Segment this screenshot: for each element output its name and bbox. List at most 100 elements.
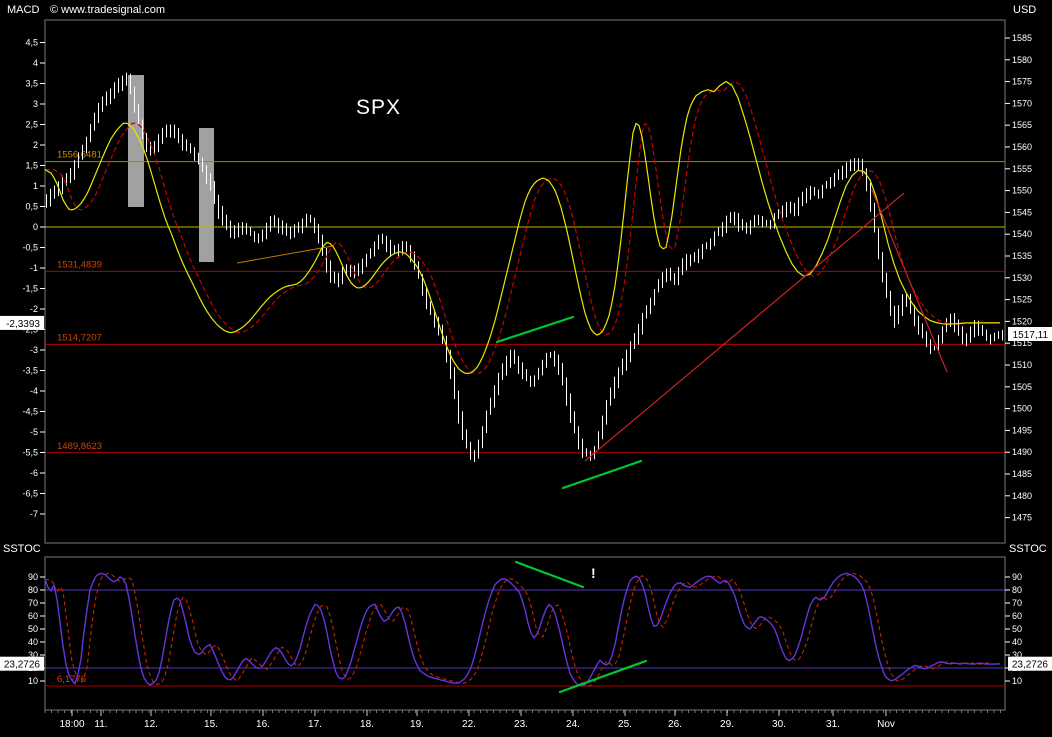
price-axis-tick-label: 1550 <box>1012 186 1032 196</box>
green-trendline[interactable] <box>514 560 585 589</box>
time-axis-label: 15. <box>204 719 218 730</box>
macd-axis-tick-label: 2 <box>33 140 38 150</box>
macd-axis-tick-label: -3,5 <box>22 366 38 376</box>
price-axis-tick-label: 1500 <box>1012 404 1032 414</box>
price-axis-tick-label: 1515 <box>1012 338 1032 348</box>
macd-axis-tick-label: 4,5 <box>25 38 38 48</box>
price-axis-tick-label: 1490 <box>1012 447 1032 457</box>
macd-axis-tick-label: 3,5 <box>25 79 38 89</box>
green-trendline[interactable] <box>561 459 643 490</box>
red-trendline[interactable] <box>584 192 905 462</box>
macd-axis-tick-label: 3 <box>33 99 38 109</box>
sstoc-current-value-right-box <box>1008 656 1052 671</box>
macd-line <box>44 80 1000 375</box>
time-axis-label: 25. <box>618 719 632 730</box>
sstoc-axis-tick-label: 50 <box>1012 624 1022 634</box>
green-trendline[interactable] <box>558 659 648 694</box>
macd-axis-tick-label: 1 <box>33 181 38 191</box>
orange-trendline[interactable] <box>236 245 334 264</box>
time-axis-label: Nov <box>877 719 895 730</box>
price-current-value-box <box>1008 327 1052 341</box>
sstoc-axis-tick-label: 70 <box>1012 598 1022 608</box>
exclamation-annotation: ! <box>591 565 596 581</box>
macd-axis-tick-label: -1,5 <box>22 284 38 294</box>
sstoc-axis-tick-label: 40 <box>1012 637 1022 647</box>
time-axis-label: 24. <box>566 719 580 730</box>
price-axis-tick-label: 1495 <box>1012 425 1032 435</box>
macd-axis-tick-label: 2,5 <box>25 120 38 130</box>
macd-axis-tick-label: -2 <box>30 304 38 314</box>
copyright-label: © www.tradesignal.com <box>50 4 166 16</box>
time-axis-label: 31. <box>826 719 840 730</box>
price-axis-tick-label: 1475 <box>1012 513 1032 523</box>
price-axis-tick-label: 1545 <box>1012 207 1032 217</box>
price-axis-tick-label: 1485 <box>1012 469 1032 479</box>
price-axis-tick-label: 1565 <box>1012 120 1032 130</box>
time-axis-label: 12. <box>144 719 158 730</box>
macd-axis-tick-label: -0,5 <box>22 243 38 253</box>
macd-axis-tick-label: 1,5 <box>25 161 38 171</box>
price-current-value: 1517,11 <box>1013 330 1049 341</box>
macd-axis-tick-label: -6 <box>30 468 38 478</box>
macd-indicator-label: MACD <box>7 4 40 16</box>
sstoc-axis-tick-label: 50 <box>28 624 38 634</box>
macd-axis-tick-label: 4 <box>33 58 38 68</box>
time-axis-label: 17. <box>308 719 322 730</box>
macd-axis-tick-label: -3 <box>30 345 38 355</box>
sstoc-axis-tick-label: 30 <box>28 650 38 660</box>
sstoc-current-value-left-box <box>0 656 44 671</box>
sstoc-d-line <box>45 572 1000 687</box>
time-axis-label: 19. <box>410 719 424 730</box>
price-level-label: 1514,7207 <box>57 332 102 343</box>
macd-axis-tick-label: -1 <box>30 263 38 273</box>
time-axis-label: 11. <box>94 719 107 730</box>
sstoc-panel-frame[interactable] <box>44 556 1006 711</box>
sstoc-k-line <box>44 572 1001 687</box>
gray-marker-box[interactable] <box>128 75 144 207</box>
macd-axis-tick-label: 0 <box>33 222 38 232</box>
price-level-label: 1556,6481 <box>57 150 102 161</box>
macd-axis-tick-label: -5,5 <box>22 448 38 458</box>
sstoc-axis-tick-label: 90 <box>1012 572 1022 582</box>
sstoc-axis-tick-label: 30 <box>1012 650 1022 660</box>
macd-axis-tick-label: 0,5 <box>25 202 38 212</box>
time-axis-label: 16. <box>256 719 270 730</box>
green-trendline[interactable] <box>495 315 575 344</box>
price-axis-tick-label: 1540 <box>1012 229 1032 239</box>
price-axis-tick-label: 1505 <box>1012 382 1032 392</box>
sstoc-indicator-label-left: SSTOC <box>3 543 41 555</box>
sstoc-axis-tick-label: 10 <box>28 676 38 686</box>
time-axis-label: 23. <box>514 719 528 730</box>
time-axis-label: 18. <box>360 719 374 730</box>
sstoc-axis-tick-label: 60 <box>1012 611 1022 621</box>
price-axis-tick-label: 1585 <box>1012 33 1032 43</box>
price-axis-tick-label: 1570 <box>1012 98 1032 108</box>
sstoc-axis-tick-label: 40 <box>28 637 38 647</box>
price-axis-tick-label: 1580 <box>1012 55 1032 65</box>
sstoc-current-value-right: 23,2726 <box>1012 660 1049 671</box>
currency-axis-label: USD <box>1013 4 1037 16</box>
sstoc-axis-tick-label: 60 <box>28 611 38 621</box>
macd-axis-tick-label: -4 <box>30 386 38 396</box>
price-axis-tick-label: 1555 <box>1012 164 1032 174</box>
macd-axis-tick-label: -6,5 <box>22 489 38 499</box>
macd-axis-tick-label: -7 <box>30 509 38 519</box>
time-axis-label: 22. <box>462 719 476 730</box>
gray-marker-box[interactable] <box>199 128 214 262</box>
sstoc-axis-tick-label: 70 <box>28 598 38 608</box>
time-axis-label: 29. <box>720 719 734 730</box>
price-axis-tick-label: 1480 <box>1012 491 1032 501</box>
red-trendline[interactable] <box>871 189 948 373</box>
symbol-title: SPX <box>356 96 402 119</box>
price-axis-tick-label: 1535 <box>1012 251 1032 261</box>
sstoc-axis-tick-label: 80 <box>1012 585 1022 595</box>
price-panel-frame[interactable] <box>44 19 1006 544</box>
price-axis-tick-label: 1525 <box>1012 295 1032 305</box>
price-axis-tick-label: 1560 <box>1012 142 1032 152</box>
price-axis-tick-label: 1530 <box>1012 273 1032 283</box>
macd-axis-tick-label: -5 <box>30 427 38 437</box>
macd-current-value-box <box>0 315 44 330</box>
sstoc-axis-tick-label: 10 <box>1012 676 1022 686</box>
